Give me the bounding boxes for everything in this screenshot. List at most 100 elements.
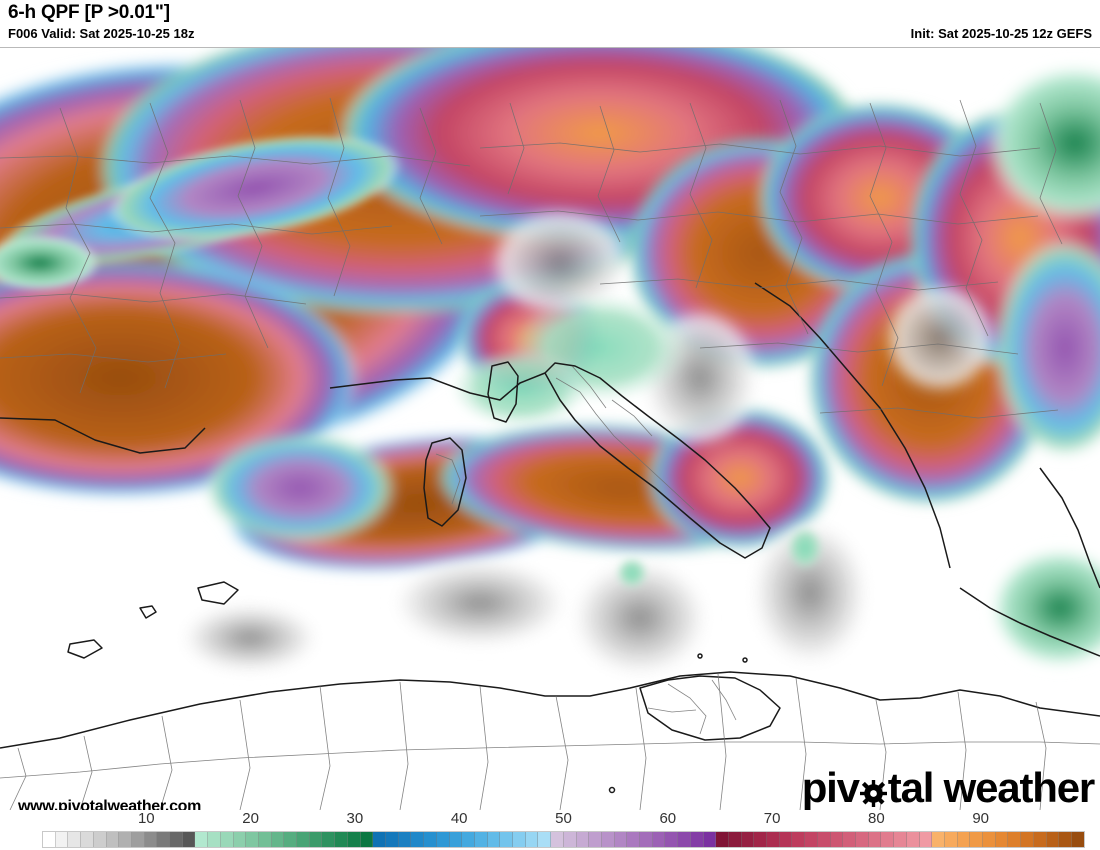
colorbar-segment bbox=[81, 832, 94, 847]
colorbar-segment bbox=[462, 832, 475, 847]
colorbar-segment bbox=[55, 832, 69, 847]
colorbar-segment bbox=[449, 832, 463, 847]
colorbar-segment bbox=[754, 832, 768, 847]
colorbar-segment bbox=[157, 832, 171, 847]
colorbar-segment bbox=[652, 832, 666, 847]
colorbar-segment bbox=[144, 832, 158, 847]
pivotal-weather-logo: piv ta bbox=[801, 762, 1096, 814]
colorbar-segment bbox=[436, 832, 450, 847]
colorbar-segment bbox=[220, 832, 234, 847]
qpf-probability-field bbox=[0, 48, 1100, 810]
colorbar-tick-90: 90 bbox=[972, 810, 990, 827]
colorbar-segment bbox=[614, 832, 628, 847]
colorbar-segment bbox=[551, 832, 564, 847]
colorbar-segment bbox=[601, 832, 615, 847]
colorbar-segment bbox=[868, 832, 882, 847]
colorbar-segment bbox=[894, 832, 907, 847]
colorbar-tick-40: 40 bbox=[450, 810, 468, 827]
colorbar-segment bbox=[360, 832, 374, 847]
colorbar-segment bbox=[474, 832, 488, 847]
colorbar-segment bbox=[983, 832, 996, 847]
colorbar-segment bbox=[970, 832, 984, 847]
colorbar-segment bbox=[944, 832, 958, 847]
colorbar-segment bbox=[703, 832, 717, 847]
colorbar-segment bbox=[119, 832, 132, 847]
map-geography-overlay bbox=[0, 97, 1100, 810]
colorbar-segment bbox=[856, 832, 869, 847]
colorbar-segment bbox=[817, 832, 831, 847]
colorbar-segment bbox=[297, 832, 310, 847]
colorbar-segment bbox=[830, 832, 844, 847]
init-time-label: Init: Sat 2025-10-25 12z GEFS bbox=[910, 26, 1092, 41]
colorbar-segment bbox=[195, 832, 209, 847]
colorbar-segment bbox=[246, 832, 259, 847]
colorbar-segment bbox=[208, 832, 221, 847]
colorbar-segment bbox=[525, 832, 539, 847]
colorbar-segment bbox=[373, 832, 386, 847]
colorbar-segment bbox=[792, 832, 806, 847]
colorbar-segment bbox=[906, 832, 920, 847]
colorbar-segment bbox=[957, 832, 971, 847]
colorbar-segment bbox=[398, 832, 412, 847]
colorbar-segment bbox=[309, 832, 323, 847]
colorbar-segment bbox=[690, 832, 704, 847]
colorbar-segment bbox=[640, 832, 653, 847]
colorbar-segment bbox=[1046, 832, 1060, 847]
colorbar-segment bbox=[1008, 832, 1022, 847]
colorbar-segment bbox=[932, 832, 945, 847]
colorbar-segment bbox=[487, 832, 501, 847]
colorbar-segment bbox=[843, 832, 856, 847]
colorbar-segment bbox=[563, 832, 577, 847]
colorbar-segment bbox=[182, 832, 196, 847]
colorbar-segment bbox=[576, 832, 590, 847]
colorbar-segment bbox=[1059, 832, 1072, 847]
colorbar-segment bbox=[665, 832, 679, 847]
colorbar-tick-10: 10 bbox=[137, 810, 155, 827]
colorbar-tick-labels: 10 20 30 40 50 60 70 80 90 bbox=[0, 810, 1100, 830]
colorbar-tick-60: 60 bbox=[659, 810, 677, 827]
colorbar-segment bbox=[1033, 832, 1047, 847]
colorbar-segment bbox=[589, 832, 602, 847]
colorbar-segment bbox=[170, 832, 183, 847]
colorbar-segment bbox=[424, 832, 437, 847]
colorbar-segment bbox=[347, 832, 361, 847]
map-header: 6-h QPF [P >0.01"] F006 Valid: Sat 2025-… bbox=[0, 0, 1100, 47]
colorbar-segment bbox=[1021, 832, 1034, 847]
colorbar-segment bbox=[271, 832, 285, 847]
colorbar[interactable]: 10 20 30 40 50 60 70 80 90 bbox=[0, 810, 1100, 850]
colorbar-tick-20: 20 bbox=[242, 810, 259, 827]
colorbar-tick-80: 80 bbox=[868, 810, 885, 827]
colorbar-segment bbox=[678, 832, 691, 847]
colorbar-tick-30: 30 bbox=[346, 810, 364, 827]
colorbar-segment bbox=[131, 832, 145, 847]
colorbar-tick-70: 70 bbox=[763, 810, 781, 827]
colorbar-segment bbox=[322, 832, 336, 847]
colorbar-segment bbox=[779, 832, 793, 847]
colorbar-segment bbox=[1071, 832, 1084, 847]
colorbar-segment bbox=[93, 832, 107, 847]
colorbar-segment bbox=[106, 832, 120, 847]
colorbar-segment bbox=[716, 832, 729, 847]
colorbar-segment bbox=[233, 832, 247, 847]
colorbar-segment bbox=[728, 832, 742, 847]
colorbar-tick-50: 50 bbox=[555, 810, 572, 827]
colorbar-segment bbox=[919, 832, 933, 847]
colorbar-segment bbox=[767, 832, 780, 847]
colorbar-segment bbox=[500, 832, 514, 847]
colorbar-segment bbox=[881, 832, 895, 847]
colorbar-segment bbox=[627, 832, 641, 847]
colorbar-segment bbox=[385, 832, 399, 847]
colorbar-segment bbox=[43, 832, 56, 847]
page-title: 6-h QPF [P >0.01"] bbox=[8, 2, 170, 23]
logo-text-part2: tal weather bbox=[887, 764, 1095, 811]
colorbar-segment bbox=[411, 832, 425, 847]
logo-text-part1: piv bbox=[801, 764, 860, 811]
gear-icon bbox=[859, 779, 887, 807]
colorbar-segment bbox=[68, 832, 82, 847]
colorbar-segment bbox=[805, 832, 818, 847]
valid-time-label: F006 Valid: Sat 2025-10-25 18z bbox=[8, 26, 195, 41]
colorbar-gradient[interactable] bbox=[42, 831, 1085, 848]
colorbar-segment bbox=[538, 832, 552, 847]
forecast-map[interactable] bbox=[0, 47, 1100, 810]
